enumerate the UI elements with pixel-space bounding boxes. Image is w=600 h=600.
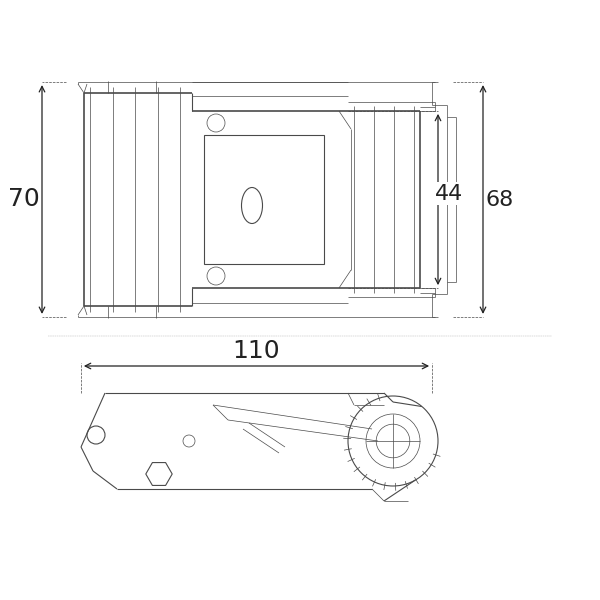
Text: 68: 68 bbox=[485, 190, 514, 209]
Text: 70: 70 bbox=[8, 187, 40, 211]
Text: 110: 110 bbox=[233, 339, 280, 363]
Bar bbox=[204, 135, 324, 264]
Text: 44: 44 bbox=[434, 184, 463, 203]
